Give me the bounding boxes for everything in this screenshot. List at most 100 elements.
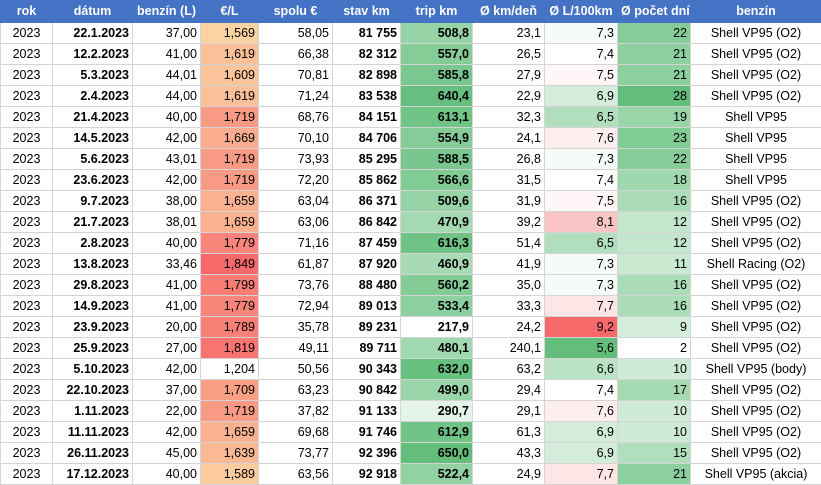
cell-km-per-day[interactable]: 41,9 [473, 254, 545, 275]
cell-trip[interactable]: 508,8 [401, 23, 473, 44]
cell-days[interactable]: 21 [618, 44, 691, 65]
cell-odometer[interactable]: 89 013 [333, 296, 401, 317]
cell-total[interactable]: 69,68 [259, 422, 333, 443]
cell-price[interactable]: 1,659 [201, 212, 259, 233]
cell-date[interactable]: 23.6.2023 [53, 170, 133, 191]
cell-km-per-day[interactable]: 240,1 [473, 338, 545, 359]
cell-fuel-type[interactable]: Shell VP95 (O2) [691, 422, 821, 443]
cell-date[interactable]: 12.2.2023 [53, 44, 133, 65]
cell-date[interactable]: 1.11.2023 [53, 401, 133, 422]
cell-trip[interactable]: 554,9 [401, 128, 473, 149]
cell-consumption[interactable]: 7,5 [545, 65, 618, 86]
cell-fuel-type[interactable]: Shell Racing (O2) [691, 254, 821, 275]
cell-km-per-day[interactable]: 61,3 [473, 422, 545, 443]
cell-total[interactable]: 37,82 [259, 401, 333, 422]
cell-days[interactable]: 28 [618, 86, 691, 107]
col-header-avg-days[interactable]: Ø počet dní [618, 1, 691, 23]
col-header-benzin-liters[interactable]: benzín (L) [133, 1, 201, 23]
cell-trip[interactable]: 640,4 [401, 86, 473, 107]
cell-total[interactable]: 63,23 [259, 380, 333, 401]
cell-liters[interactable]: 40,00 [133, 233, 201, 254]
cell-trip[interactable]: 632,0 [401, 359, 473, 380]
cell-price[interactable]: 1,779 [201, 296, 259, 317]
cell-odometer[interactable]: 90 343 [333, 359, 401, 380]
cell-price[interactable]: 1,819 [201, 338, 259, 359]
cell-date[interactable]: 22.10.2023 [53, 380, 133, 401]
cell-consumption[interactable]: 6,6 [545, 359, 618, 380]
cell-total[interactable]: 63,06 [259, 212, 333, 233]
cell-price[interactable]: 1,849 [201, 254, 259, 275]
cell-price[interactable]: 1,659 [201, 422, 259, 443]
cell-liters[interactable]: 38,00 [133, 191, 201, 212]
cell-days[interactable]: 16 [618, 275, 691, 296]
cell-consumption[interactable]: 7,7 [545, 464, 618, 485]
cell-consumption[interactable]: 9,2 [545, 317, 618, 338]
cell-date[interactable]: 14.9.2023 [53, 296, 133, 317]
cell-days[interactable]: 16 [618, 296, 691, 317]
cell-fuel-type[interactable]: Shell VP95 (O2) [691, 65, 821, 86]
cell-date[interactable]: 11.11.2023 [53, 422, 133, 443]
cell-trip[interactable]: 460,9 [401, 254, 473, 275]
cell-year[interactable]: 2023 [1, 422, 53, 443]
cell-consumption[interactable]: 6,9 [545, 422, 618, 443]
cell-price[interactable]: 1,719 [201, 401, 259, 422]
cell-date[interactable]: 25.9.2023 [53, 338, 133, 359]
cell-price[interactable]: 1,619 [201, 44, 259, 65]
cell-total[interactable]: 73,76 [259, 275, 333, 296]
cell-date[interactable]: 29.8.2023 [53, 275, 133, 296]
cell-liters[interactable]: 44,01 [133, 65, 201, 86]
cell-km-per-day[interactable]: 27,9 [473, 65, 545, 86]
cell-total[interactable]: 61,87 [259, 254, 333, 275]
cell-odometer[interactable]: 88 480 [333, 275, 401, 296]
cell-price[interactable]: 1,709 [201, 380, 259, 401]
cell-liters[interactable]: 42,00 [133, 359, 201, 380]
cell-odometer[interactable]: 85 295 [333, 149, 401, 170]
cell-fuel-type[interactable]: Shell VP95 (O2) [691, 86, 821, 107]
cell-price[interactable]: 1,569 [201, 23, 259, 44]
cell-days[interactable]: 18 [618, 170, 691, 191]
cell-days[interactable]: 22 [618, 23, 691, 44]
cell-trip[interactable]: 650,0 [401, 443, 473, 464]
cell-date[interactable]: 5.6.2023 [53, 149, 133, 170]
cell-odometer[interactable]: 92 918 [333, 464, 401, 485]
cell-total[interactable]: 50,56 [259, 359, 333, 380]
cell-km-per-day[interactable]: 26,5 [473, 44, 545, 65]
col-header-rok[interactable]: rok [1, 1, 53, 23]
cell-price[interactable]: 1,789 [201, 317, 259, 338]
cell-price[interactable]: 1,779 [201, 233, 259, 254]
cell-fuel-type[interactable]: Shell VP95 (akcia) [691, 464, 821, 485]
cell-days[interactable]: 17 [618, 380, 691, 401]
cell-consumption[interactable]: 7,3 [545, 23, 618, 44]
cell-liters[interactable]: 41,00 [133, 296, 201, 317]
col-header-price-per-liter[interactable]: €/L [201, 1, 259, 23]
cell-trip[interactable]: 616,3 [401, 233, 473, 254]
cell-total[interactable]: 49,11 [259, 338, 333, 359]
cell-km-per-day[interactable]: 43,3 [473, 443, 545, 464]
cell-total[interactable]: 66,38 [259, 44, 333, 65]
cell-fuel-type[interactable]: Shell VP95 [691, 107, 821, 128]
cell-price[interactable]: 1,639 [201, 443, 259, 464]
cell-fuel-type[interactable]: Shell VP95 (O2) [691, 233, 821, 254]
cell-fuel-type[interactable]: Shell VP95 [691, 128, 821, 149]
cell-year[interactable]: 2023 [1, 401, 53, 422]
cell-fuel-type[interactable]: Shell VP95 (O2) [691, 191, 821, 212]
cell-odometer[interactable]: 86 371 [333, 191, 401, 212]
cell-price[interactable]: 1,799 [201, 275, 259, 296]
cell-year[interactable]: 2023 [1, 44, 53, 65]
cell-liters[interactable]: 40,00 [133, 107, 201, 128]
cell-km-per-day[interactable]: 32,3 [473, 107, 545, 128]
cell-total[interactable]: 73,77 [259, 443, 333, 464]
cell-fuel-type[interactable]: Shell VP95 (O2) [691, 443, 821, 464]
cell-days[interactable]: 15 [618, 443, 691, 464]
cell-trip[interactable]: 522,4 [401, 464, 473, 485]
cell-total[interactable]: 68,76 [259, 107, 333, 128]
col-header-avg-consumption[interactable]: Ø L/100km [545, 1, 618, 23]
cell-odometer[interactable]: 87 920 [333, 254, 401, 275]
cell-liters[interactable]: 38,01 [133, 212, 201, 233]
cell-liters[interactable]: 41,00 [133, 275, 201, 296]
cell-consumption[interactable]: 6,9 [545, 443, 618, 464]
cell-trip[interactable]: 470,9 [401, 212, 473, 233]
cell-date[interactable]: 2.4.2023 [53, 86, 133, 107]
cell-odometer[interactable]: 83 538 [333, 86, 401, 107]
cell-date[interactable]: 5.3.2023 [53, 65, 133, 86]
